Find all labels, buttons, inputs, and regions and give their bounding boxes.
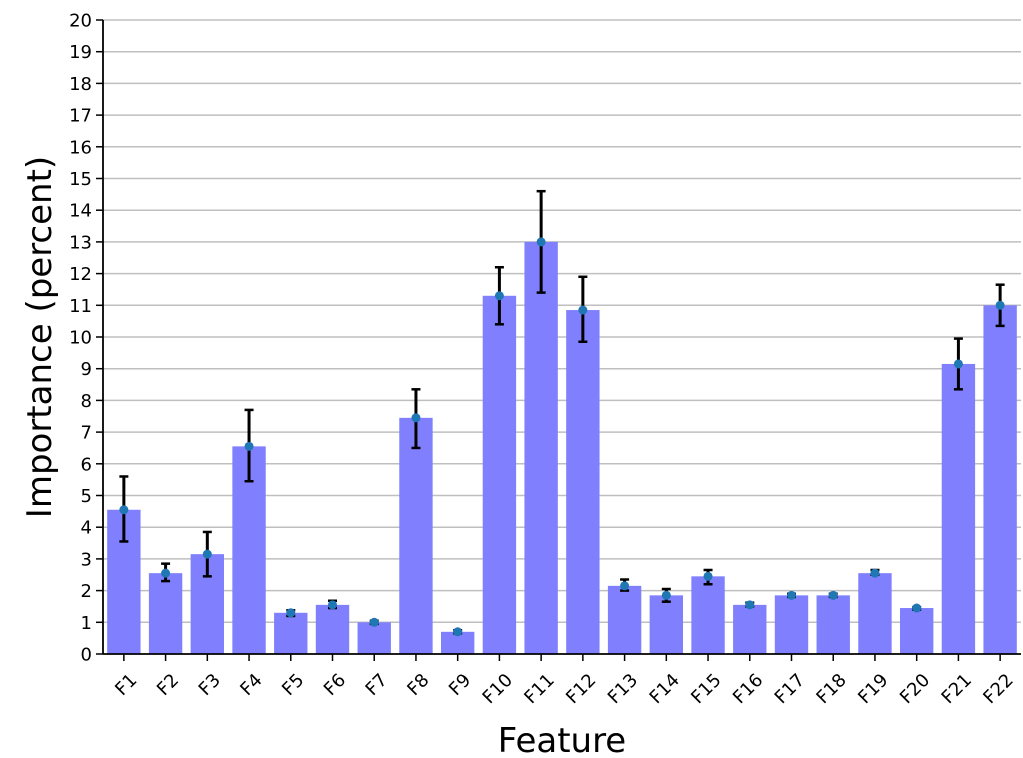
mean-point-F20 xyxy=(912,603,922,613)
bar-F2 xyxy=(148,573,183,654)
x-tick-label: F9 xyxy=(445,670,475,700)
y-tick-label: 13 xyxy=(69,232,92,253)
mean-point-F10 xyxy=(494,291,504,301)
bar-F21 xyxy=(941,363,976,654)
bar-F9 xyxy=(440,631,475,654)
mean-point-F19 xyxy=(870,568,880,578)
x-tick-label: F6 xyxy=(320,670,350,700)
y-tick-label: 20 xyxy=(69,11,92,32)
x-tick-label: F17 xyxy=(771,670,809,708)
x-tick-label: F1 xyxy=(111,670,141,700)
bar-F18 xyxy=(816,595,850,654)
y-tick-label: 18 xyxy=(69,74,92,95)
x-tick-label: F22 xyxy=(979,670,1017,708)
bar-F11 xyxy=(524,241,558,654)
x-tick-label: F16 xyxy=(729,670,767,708)
mean-point-F22 xyxy=(995,300,1005,310)
y-tick-label: 8 xyxy=(81,391,92,412)
mean-point-F9 xyxy=(453,627,463,637)
y-tick-label: 2 xyxy=(81,581,92,602)
y-tick-label: 12 xyxy=(69,264,92,285)
bar-F8 xyxy=(399,417,433,654)
mean-point-F3 xyxy=(202,549,212,559)
bar-F13 xyxy=(607,585,642,654)
y-tick-label: 4 xyxy=(81,518,92,539)
x-tick-label: F15 xyxy=(687,670,725,708)
mean-point-F5 xyxy=(286,608,296,618)
bar-F20 xyxy=(899,608,934,654)
y-tick-label: 11 xyxy=(69,296,92,317)
mean-point-F7 xyxy=(369,617,379,627)
y-tick-label: 3 xyxy=(81,549,92,570)
y-tick-label: 7 xyxy=(81,423,92,444)
y-tick-label: 9 xyxy=(81,359,92,380)
x-tick-label: F11 xyxy=(520,670,558,708)
y-tick-label: 16 xyxy=(69,137,92,158)
y-axis-title: Importance (percent) xyxy=(20,156,60,518)
y-tick-label: 1 xyxy=(81,613,92,634)
mean-point-F17 xyxy=(787,590,796,600)
mean-point-F6 xyxy=(328,600,337,610)
axes xyxy=(96,19,1021,661)
bar-F7 xyxy=(357,622,391,654)
mean-point-F16 xyxy=(745,600,755,610)
x-tick-label: F4 xyxy=(236,670,266,700)
bar-F22 xyxy=(983,305,1017,654)
x-tick-label: F14 xyxy=(646,670,684,708)
x-tick-label: F8 xyxy=(403,670,433,700)
y-tick-label: 0 xyxy=(81,645,92,666)
x-tick-label: F2 xyxy=(153,670,183,700)
x-tick-label: F12 xyxy=(562,670,600,708)
mean-point-F13 xyxy=(620,581,630,591)
mean-point-F2 xyxy=(161,568,171,578)
x-tick-label: F21 xyxy=(938,670,976,708)
bar-F16 xyxy=(733,604,767,654)
mean-point-F12 xyxy=(578,305,588,315)
bar-F10 xyxy=(482,295,517,654)
y-tick-label: 17 xyxy=(69,106,92,127)
x-axis-title: Feature xyxy=(498,721,626,758)
bar-F19 xyxy=(858,573,892,654)
bar-F12 xyxy=(566,310,600,654)
y-tick-label: 14 xyxy=(69,201,92,222)
mean-point-F21 xyxy=(953,359,963,369)
mean-point-F11 xyxy=(536,237,546,247)
bar-F17 xyxy=(774,595,809,654)
bar-F6 xyxy=(315,604,350,654)
y-tick-label: 5 xyxy=(81,486,92,507)
mean-points xyxy=(119,237,1005,637)
y-tick-label: 6 xyxy=(81,454,92,475)
x-tick-label: F5 xyxy=(278,670,308,700)
bars xyxy=(107,241,1017,654)
x-tick-label: F10 xyxy=(479,670,517,708)
bar-F15 xyxy=(691,576,725,654)
x-tick-label: F7 xyxy=(362,670,392,700)
y-tick-label: 10 xyxy=(69,328,92,349)
bar-F14 xyxy=(649,595,684,654)
mean-point-F15 xyxy=(703,571,713,581)
mean-point-F18 xyxy=(828,590,838,600)
x-tick-label: F20 xyxy=(896,670,934,708)
x-tick-label: F3 xyxy=(195,670,225,700)
mean-point-F14 xyxy=(661,590,671,600)
x-tick-labels: F1 F2 F3 F4 F5 F6 F7 F8 F9 F10 F11 F12 F13 F14 F15 F16 F… xyxy=(111,670,1018,708)
x-tick-label: F18 xyxy=(812,670,850,708)
mean-point-F4 xyxy=(244,441,254,451)
bar-F5 xyxy=(274,612,308,654)
mean-point-F1 xyxy=(119,505,129,515)
y-tick-label: 15 xyxy=(69,169,92,190)
y-tick-label: 19 xyxy=(69,42,92,63)
mean-point-F8 xyxy=(411,413,421,423)
x-tick-label: F19 xyxy=(854,670,892,708)
x-tick-label: F13 xyxy=(604,670,642,708)
